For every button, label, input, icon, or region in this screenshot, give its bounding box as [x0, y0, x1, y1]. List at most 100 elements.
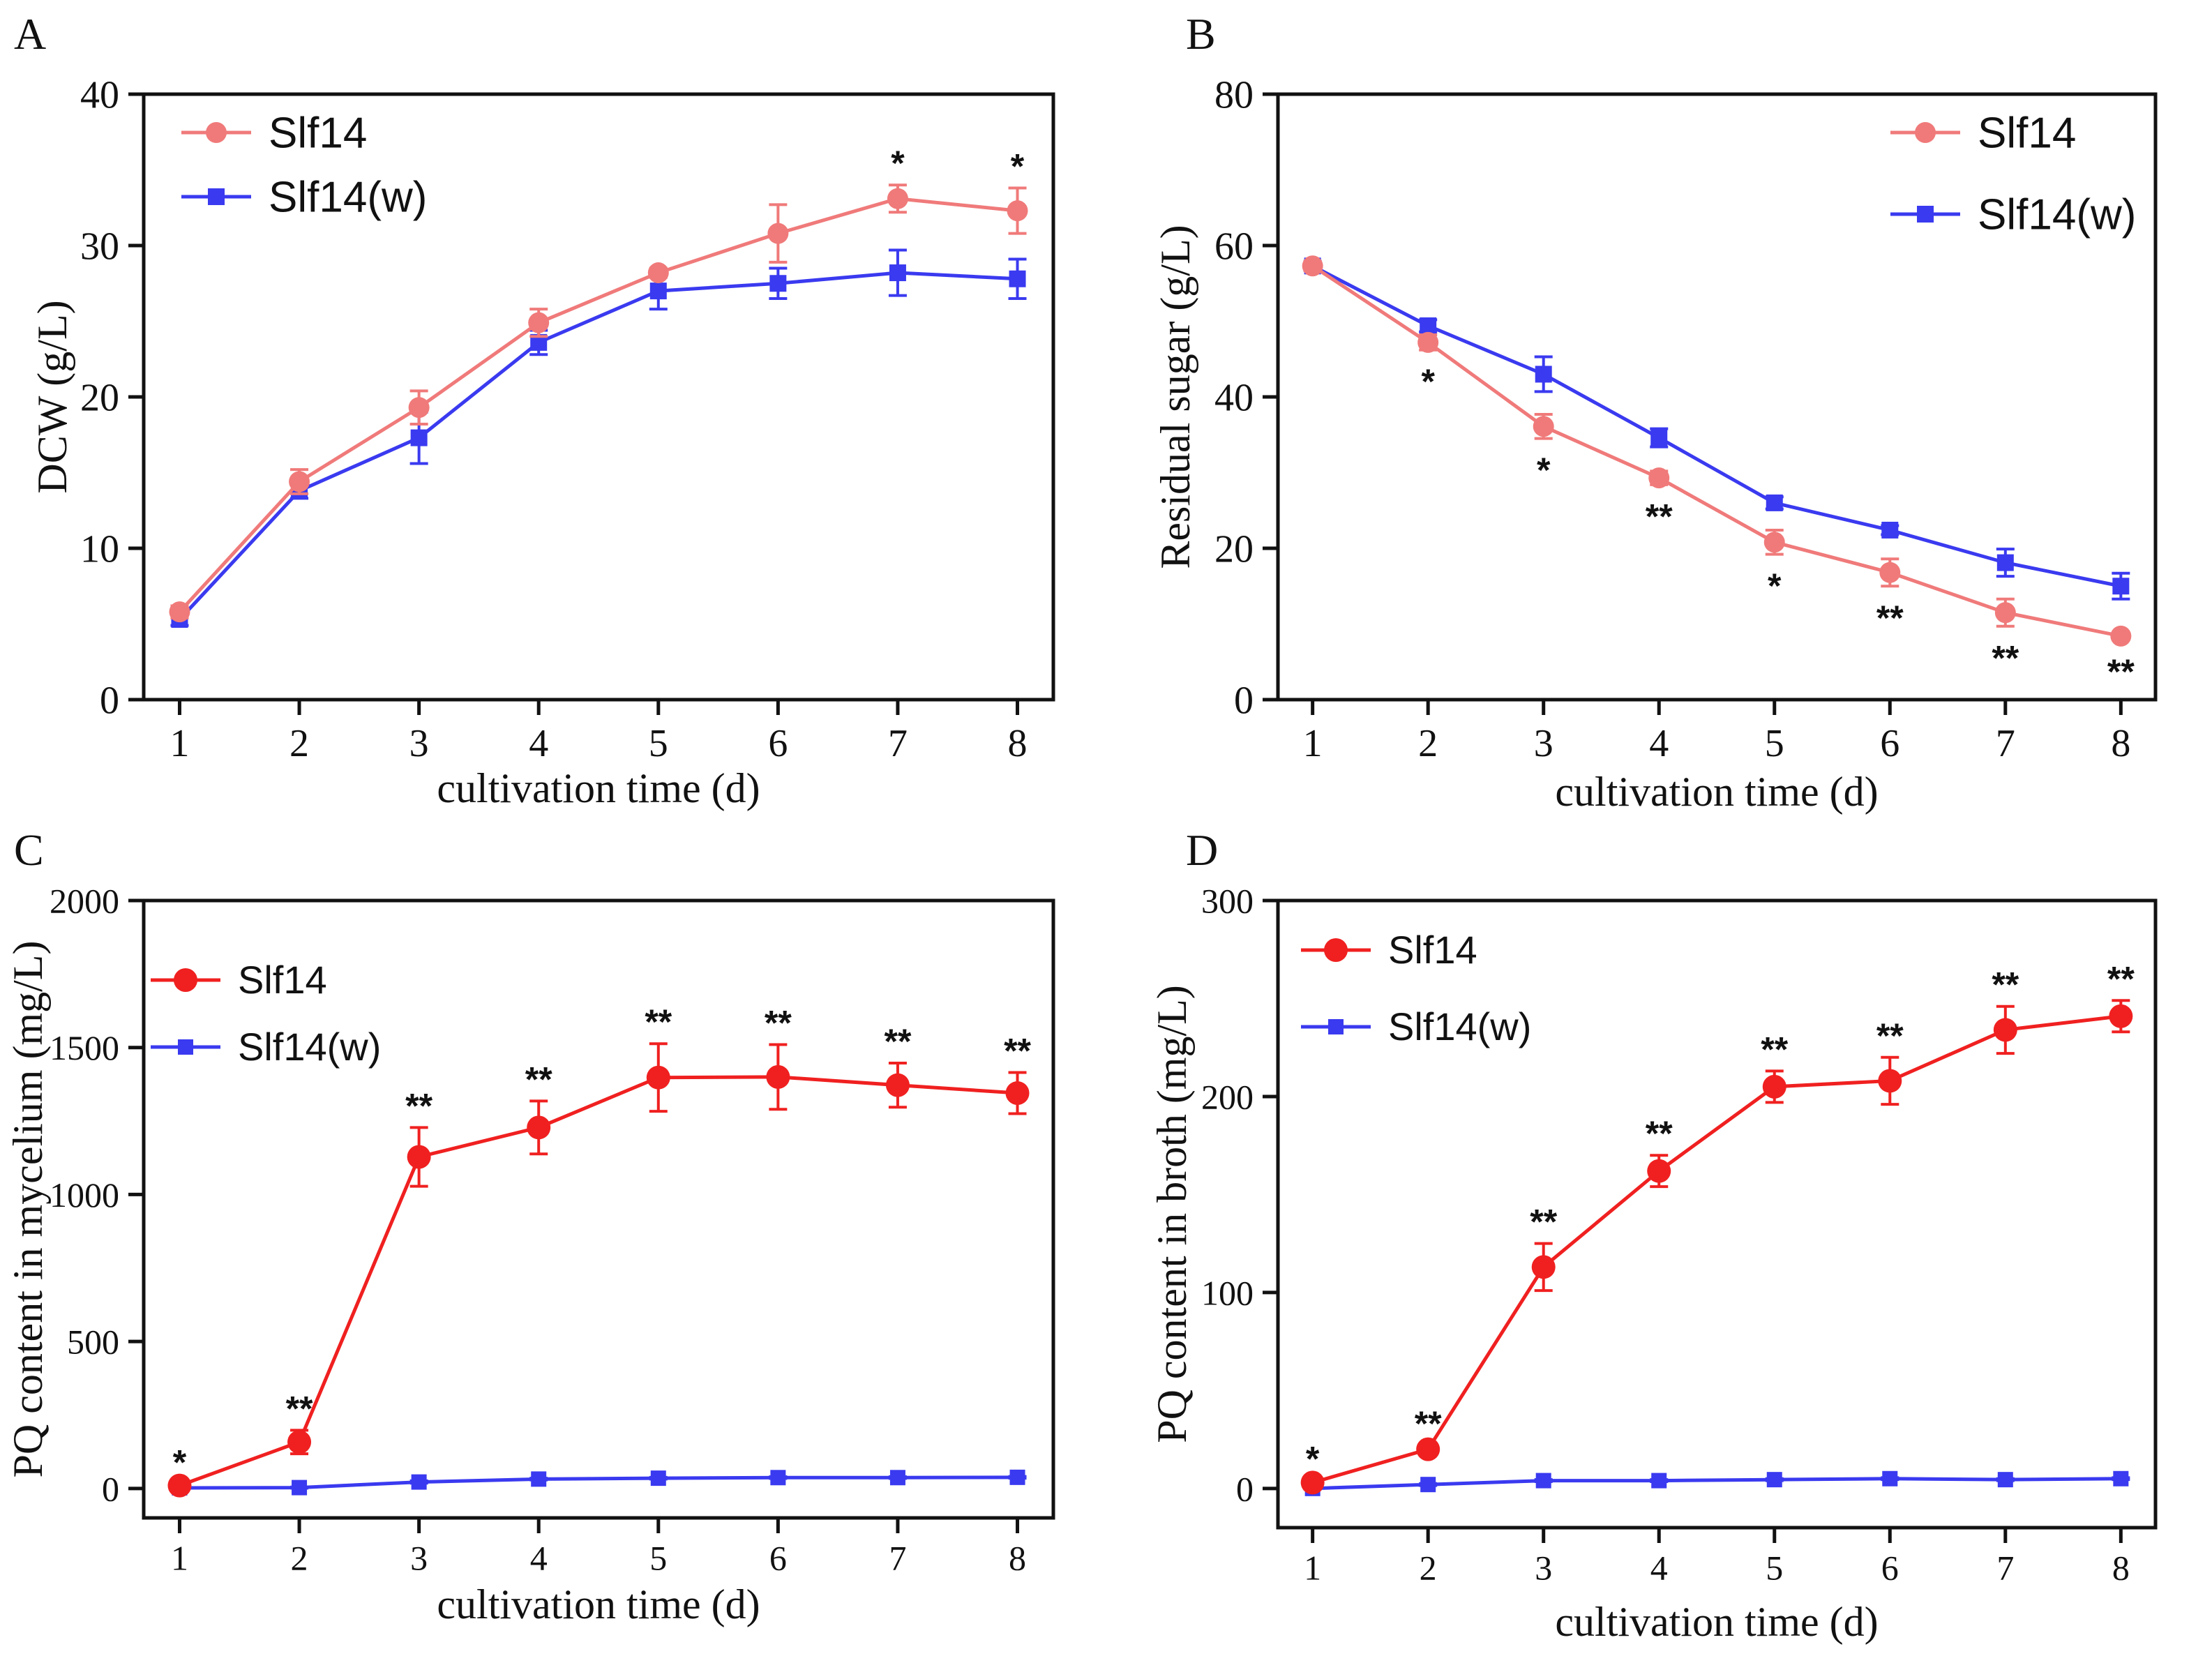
data-point-slf14-w-D [1535, 1473, 1551, 1489]
panel-label-C: C [14, 825, 44, 875]
x-tick-label-C: 1 [171, 1539, 188, 1578]
significance-marker-D: ** [1761, 1030, 1788, 1069]
data-point-slf14-D [1762, 1074, 1786, 1099]
x-tick-label-D: 7 [1996, 1549, 2014, 1588]
series-line-slf14-C [179, 1075, 1018, 1487]
y-tick-label-C: 1000 [50, 1175, 119, 1214]
significance-marker-C: ** [645, 1002, 672, 1041]
data-point-slf14-w-C [1009, 1469, 1025, 1485]
data-point-slf14-B [1763, 532, 1785, 553]
legend-marker-slf14-w-A [208, 188, 225, 205]
data-point-slf14-w-C [889, 1470, 905, 1486]
x-tick-label-A: 2 [289, 722, 309, 765]
legend-label-slf14-C: Slf14 [238, 958, 327, 1002]
significance-marker-C: ** [525, 1060, 552, 1099]
significance-marker-B: ** [1876, 599, 1904, 638]
data-point-slf14-B [1417, 331, 1439, 353]
data-point-slf14-B [1648, 467, 1670, 489]
x-tick-label-A: 1 [170, 722, 189, 765]
data-point-slf14-C [646, 1065, 670, 1090]
x-axis-label-C: cultivation time (d) [437, 1581, 760, 1627]
data-point-slf14-w-D [1997, 1472, 2013, 1488]
chart-panel-D: D 0 100 200 300 1 2 3 4 5 6 7 8 cultivation time (d) P… [1149, 825, 2158, 1645]
x-tick-label-A: 7 [888, 722, 908, 765]
significance-marker-D: ** [1415, 1404, 1442, 1443]
significance-marker-D: * [1306, 1440, 1320, 1479]
legend-marker-slf14-w-B [1917, 206, 1934, 223]
x-tick-label-B: 7 [1996, 722, 2015, 765]
x-tick-label-C: 2 [291, 1539, 308, 1578]
data-point-slf14-w-C [411, 1474, 427, 1490]
series-line-slf14-w-D [1312, 1477, 2121, 1491]
data-point-slf14-w-A [889, 264, 906, 282]
y-tick-label-A: 30 [80, 225, 119, 269]
legend-marker-slf14-w-C [178, 1039, 193, 1055]
x-tick-label-C: 3 [410, 1539, 428, 1578]
y-tick-label-B: 80 [1214, 74, 1254, 117]
x-tick-label-C: 6 [769, 1539, 787, 1578]
data-point-slf14-D [1531, 1255, 1556, 1279]
y-tick-label-C: 0 [102, 1469, 119, 1508]
significance-marker-D: ** [1876, 1016, 1904, 1055]
x-tick-label-A: 6 [768, 722, 788, 765]
plot-frame-D [1276, 898, 2158, 1530]
x-axis-label-A: cultivation time (d) [437, 765, 760, 811]
y-tick-label-D: 0 [1236, 1469, 1254, 1508]
data-point-slf14-C [287, 1430, 312, 1454]
legend-label-slf14-B: Slf14 [1978, 109, 2076, 157]
x-tick-label-B: 8 [2111, 722, 2130, 765]
x-tick-label-B: 6 [1880, 722, 1899, 765]
significance-marker-B: ** [1992, 638, 2019, 677]
y-tick-label-B: 20 [1214, 528, 1254, 571]
data-point-slf14-D [2109, 1004, 2133, 1028]
legend-label-slf14-D: Slf14 [1388, 928, 1477, 972]
y-tick-label-B: 0 [1234, 679, 1254, 723]
y-tick-label-A: 20 [80, 377, 119, 420]
significance-marker-B: * [1768, 566, 1782, 605]
y-tick-label-D: 300 [1201, 882, 1254, 921]
data-point-slf14-w-B [2112, 578, 2130, 595]
legend-label-slf14-w-D: Slf14(w) [1388, 1004, 1531, 1048]
data-point-slf14-B [1302, 255, 1323, 277]
data-point-slf14-w-D [2113, 1470, 2129, 1486]
data-point-slf14-w-B [1650, 429, 1668, 446]
data-point-slf14-C [1005, 1081, 1030, 1106]
panel-label-D: D [1186, 825, 1218, 875]
significance-marker-C: ** [765, 1004, 792, 1043]
series-line-slf14-A [178, 197, 1018, 613]
significance-marker-C: ** [884, 1022, 911, 1061]
x-tick-label-D: 4 [1650, 1549, 1668, 1588]
y-tick-label-D: 200 [1201, 1077, 1254, 1116]
data-point-slf14-C [527, 1115, 551, 1140]
data-point-slf14-A [887, 188, 908, 209]
data-point-slf14-B [1879, 562, 1901, 583]
y-tick-label-A: 0 [100, 679, 119, 723]
data-point-slf14-D [1300, 1470, 1325, 1495]
y-tick-label-B: 60 [1214, 225, 1254, 269]
panel-label-A: A [14, 9, 46, 59]
legend-marker-slf14-C [174, 968, 197, 992]
data-point-slf14-w-B [1420, 317, 1437, 335]
data-point-slf14-w-D [1651, 1473, 1667, 1489]
y-tick-label-C: 1500 [50, 1028, 119, 1067]
legend-label-slf14-w-B: Slf14(w) [1978, 190, 2136, 239]
x-tick-label-D: 6 [1881, 1549, 1899, 1588]
x-tick-label-B: 1 [1303, 722, 1323, 765]
significance-marker-D: ** [1646, 1114, 1673, 1153]
x-tick-label-B: 2 [1418, 722, 1438, 765]
x-tick-label-A: 8 [1008, 722, 1028, 765]
data-point-slf14-C [167, 1473, 192, 1498]
plot-frame-B [1276, 92, 2158, 702]
x-tick-label-C: 8 [1009, 1539, 1026, 1578]
x-tick-label-B: 4 [1649, 722, 1669, 765]
data-point-slf14-w-C [770, 1470, 786, 1486]
legend-marker-slf14-A [206, 122, 227, 143]
data-point-slf14-B [1994, 602, 2016, 624]
legend-marker-slf14-w-D [1328, 1019, 1344, 1034]
significance-marker-D: ** [2107, 959, 2135, 998]
data-point-slf14-C [407, 1145, 431, 1169]
data-point-slf14-A [528, 312, 550, 333]
y-tick-label-C: 2000 [50, 882, 119, 921]
data-point-slf14-w-C [650, 1470, 666, 1486]
